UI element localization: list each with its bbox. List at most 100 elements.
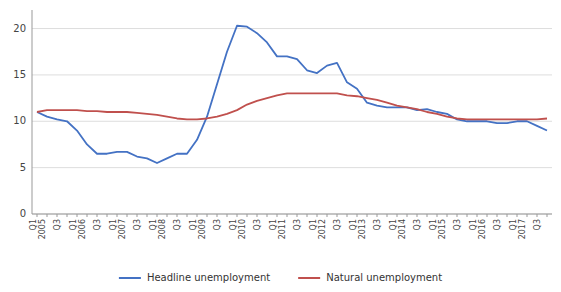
- x-tick: [377, 214, 378, 217]
- x-tick-label: Q12008: [149, 219, 167, 239]
- x-tick: [467, 214, 468, 217]
- x-tick: [227, 214, 228, 217]
- x-tick: [147, 214, 148, 217]
- x-tick: [357, 214, 358, 217]
- x-tick: [167, 214, 168, 217]
- x-tick-label: Q12007: [109, 219, 127, 239]
- x-tick-label: Q3: [293, 219, 302, 230]
- x-tick: [337, 214, 338, 217]
- x-tick-label: Q12006: [69, 219, 87, 239]
- x-tick: [387, 214, 388, 217]
- x-tick-label: Q3: [413, 219, 422, 230]
- x-tick: [517, 214, 518, 217]
- x-tick-label: Q3: [333, 219, 342, 230]
- x-tick-label: Q3: [53, 219, 62, 230]
- x-tick-label: Q12009: [189, 219, 207, 239]
- x-tick-label: Q3: [93, 219, 102, 230]
- legend-label: Headline unemployment: [147, 272, 270, 283]
- x-axis-line: [32, 214, 552, 215]
- lines: [37, 26, 547, 163]
- x-tick-label: Q12013: [349, 219, 367, 239]
- x-tick: [137, 214, 138, 217]
- legend-item: Natural unemployment: [298, 272, 442, 283]
- grid-line: [32, 28, 552, 29]
- legend-label: Natural unemployment: [326, 272, 442, 283]
- x-tick: [287, 214, 288, 217]
- x-tick: [157, 214, 158, 217]
- x-tick: [37, 214, 38, 217]
- x-tick-label: Q12015: [429, 219, 447, 239]
- x-tick: [57, 214, 58, 217]
- x-tick: [97, 214, 98, 217]
- x-tick-label: Q3: [493, 219, 502, 230]
- x-tick: [477, 214, 478, 217]
- x-tick: [117, 214, 118, 217]
- y-tick-label: 10: [13, 115, 26, 126]
- legend: Headline unemployment Natural unemploymen…: [119, 272, 442, 283]
- x-tick: [397, 214, 398, 217]
- x-tick-label: Q3: [373, 219, 382, 230]
- x-axis: Q12005 Q3 Q12006 Q3 Q12007 Q3 Q12008 Q3 Q12009 Q3…: [29, 214, 553, 239]
- x-tick: [447, 214, 448, 217]
- x-tick-label: Q3: [173, 219, 182, 230]
- x-tick: [327, 214, 328, 217]
- x-tick: [187, 214, 188, 217]
- x-tick-label: Q12014: [389, 219, 407, 239]
- legend-swatch: [298, 277, 320, 279]
- x-tick: [267, 214, 268, 217]
- x-tick: [497, 214, 498, 217]
- y-axis-line: [32, 10, 33, 214]
- x-tick-label: Q12010: [229, 219, 247, 239]
- x-tick: [297, 214, 298, 217]
- x-tick: [197, 214, 198, 217]
- x-tick: [177, 214, 178, 217]
- chart: 0 5 10 15 20 Q12005 Q3 Q12006 Q3 Q12007 Q3 Q12008 Q3…: [0, 0, 561, 292]
- x-tick: [537, 214, 538, 217]
- legend-item: Headline unemployment: [119, 272, 270, 283]
- x-tick: [527, 214, 528, 217]
- x-tick: [437, 214, 438, 217]
- x-tick: [507, 214, 508, 217]
- x-tick-label: Q3: [533, 219, 542, 230]
- grid-line: [32, 74, 552, 75]
- x-tick: [237, 214, 238, 217]
- x-tick: [107, 214, 108, 217]
- x-tick: [67, 214, 68, 217]
- x-tick-label: Q3: [453, 219, 462, 230]
- y-tick-label: 0: [20, 208, 26, 219]
- grid-line: [32, 214, 552, 215]
- x-tick: [457, 214, 458, 217]
- x-tick: [247, 214, 248, 217]
- x-tick: [317, 214, 318, 217]
- y-tick-label: 20: [13, 23, 26, 34]
- y-tick-label: 15: [13, 69, 26, 80]
- x-tick: [347, 214, 348, 217]
- series-line: [37, 93, 547, 119]
- x-tick-label: Q3: [213, 219, 222, 230]
- x-tick-label: Q3: [253, 219, 262, 230]
- x-tick: [277, 214, 278, 217]
- y-axis: 0 5 10 15 20: [13, 10, 552, 219]
- x-tick: [407, 214, 408, 217]
- x-tick: [547, 214, 548, 217]
- x-tick-label: Q12011: [269, 219, 287, 239]
- x-tick: [367, 214, 368, 217]
- x-tick-label: Q12017: [509, 219, 527, 239]
- x-tick-label: Q3: [133, 219, 142, 230]
- x-tick: [47, 214, 48, 217]
- x-tick-label: Q12016: [469, 219, 487, 239]
- series-line: [37, 26, 547, 163]
- legend-swatch: [119, 277, 141, 279]
- x-tick-label: Q12012: [309, 219, 327, 239]
- x-tick: [127, 214, 128, 217]
- y-tick-label: 5: [20, 162, 26, 173]
- x-tick: [487, 214, 488, 217]
- x-tick: [307, 214, 308, 217]
- x-tick: [207, 214, 208, 217]
- x-tick: [87, 214, 88, 217]
- grid-line: [32, 167, 552, 168]
- x-tick: [427, 214, 428, 217]
- x-tick-label: Q12005: [29, 219, 47, 239]
- x-tick: [417, 214, 418, 217]
- x-tick: [77, 214, 78, 217]
